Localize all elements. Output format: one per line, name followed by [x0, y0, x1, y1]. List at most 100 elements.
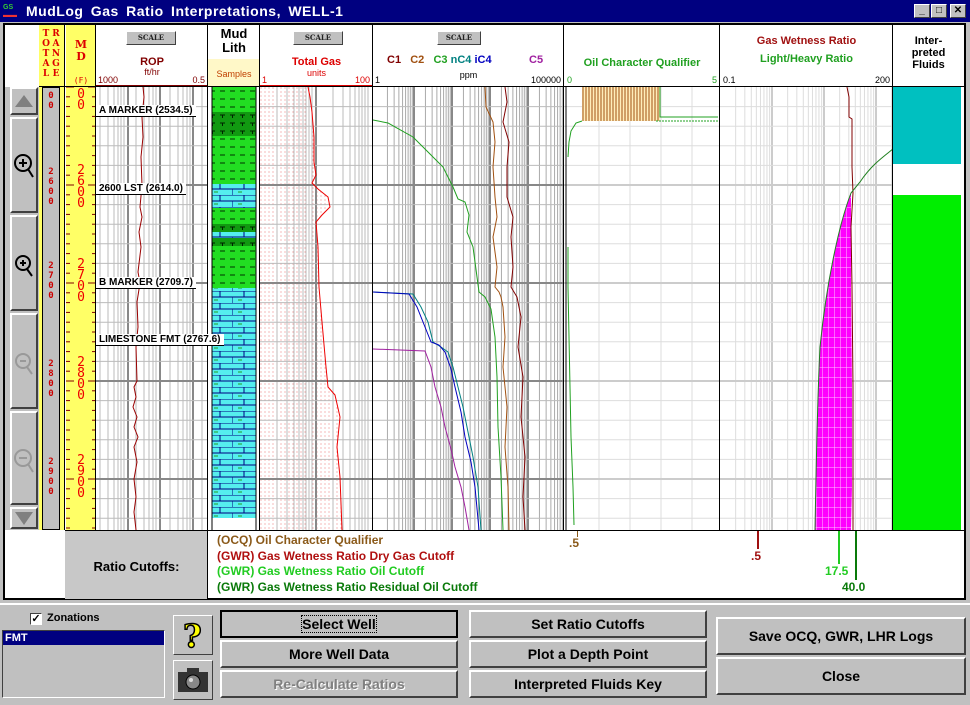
formation-marker: 2600 LST (2614.0) [96, 183, 186, 195]
total-range-track: 0 0 2 6 0 0 2 7 0 0 2 8 0 0 2 9 0 0 [39, 87, 65, 530]
total-gas-track [260, 87, 373, 530]
legend-gwr-oil: (GWR) Gas Wetness Ratio Oil Cutoff [217, 564, 425, 578]
recalculate-ratios-button[interactable]: Re-Calculate Ratios [220, 670, 458, 698]
gwr-title: Gas Wetness Ratio [756, 35, 857, 47]
log-display: T O T A L R A N G E M D (F) SCALE ROP ft… [3, 23, 966, 600]
rop-scale-left: 1000 [98, 75, 119, 85]
c2-label: C2 [410, 54, 425, 66]
total-gas-scale-left: 1 [262, 75, 268, 85]
ocq-title: Oil Character Qualifier [583, 57, 701, 69]
zoom-out-large-button[interactable] [10, 411, 38, 505]
svg-text:?: ? [183, 617, 202, 654]
dry-gas-cutoff-value: .5 [751, 549, 762, 563]
range-depth-label: 2 6 0 0 [48, 167, 54, 207]
legend-ocq: (OCQ) Oil Character Qualifier [217, 533, 384, 547]
oil-cutoff-value: 17.5 [825, 564, 849, 578]
gas-unit: ppm [459, 70, 478, 80]
formation-marker: B MARKER (2709.7) [96, 277, 196, 289]
zoom-out-large-icon [14, 449, 34, 473]
rop-plot [96, 87, 207, 530]
mud-lith-sub: Samples [216, 69, 252, 79]
zonations-list[interactable]: FMT [2, 630, 165, 698]
total-gas-scale-right: 100 [354, 75, 370, 85]
scroll-down-button[interactable] [10, 507, 38, 529]
md-depth-label: 2 6 0 0 [77, 163, 85, 211]
ratio-cutoffs-label-box: Ratio Cutoffs: [65, 531, 208, 599]
snapshot-button[interactable] [173, 660, 213, 700]
md-label: M D [74, 38, 88, 63]
rop-header: SCALE ROP ft/hr 1000 0.5 [96, 25, 208, 87]
plot-depth-point-button[interactable]: Plot a Depth Point [469, 640, 707, 668]
maximize-button[interactable]: □ [931, 4, 947, 18]
zonation-item-fmt[interactable]: FMT [3, 631, 164, 645]
ocq-track [564, 87, 720, 530]
formation-marker: LIMESTONE FMT (2767.6) [96, 334, 224, 346]
save-logs-button[interactable]: Save OCQ, GWR, LHR Logs [716, 617, 966, 655]
rop-scale-right: 0.5 [192, 75, 205, 85]
header-divider [39, 86, 964, 87]
md-depth-track: 0 0 2 6 0 0 2 7 0 0 2 8 0 0 2 9 0 0 [66, 87, 96, 530]
control-panel: ✓ Zonations FMT ? Select Well More Well … [0, 603, 970, 705]
scroll-up-button[interactable] [10, 87, 38, 115]
close-button[interactable]: Close [716, 657, 966, 695]
total-range-header: T O T A L R A N G E [39, 25, 65, 87]
lithology-column [211, 87, 257, 530]
camera-icon [178, 668, 208, 692]
md-depth-label: 2 9 0 0 [77, 453, 85, 501]
gwr-scale-right: 200 [874, 75, 890, 85]
residual-oil-cutoff-value: 40.0 [842, 580, 866, 594]
legend-gwr-residual-oil: (GWR) Gas Wetness Ratio Residual Oil Cut… [217, 579, 478, 594]
gas-scale-right: 100000 [530, 75, 561, 85]
gwr-plot [720, 87, 892, 530]
nc4-label: nC4 [450, 54, 472, 66]
ratio-cutoffs-label: Ratio Cutoffs: [93, 559, 180, 574]
question-mark-icon: ? [182, 616, 202, 656]
minimize-button[interactable]: _ [914, 4, 930, 18]
md-depth-label: 0 0 [77, 87, 85, 113]
total-gas-title: Total Gas [291, 56, 342, 68]
fluids-track [893, 87, 964, 530]
range-depth-label: 2 7 0 0 [48, 261, 54, 301]
gwr-track [720, 87, 893, 530]
md-header: M D (F) [66, 25, 96, 87]
range-bar [42, 87, 60, 530]
total-gas-header: SCALE Total Gas units 1 100 [260, 25, 373, 87]
gas-components-track [373, 87, 564, 530]
range-depth-label: 0 0 [48, 91, 54, 111]
zoom-in-large-icon [14, 154, 34, 178]
ocq-scale-right: 5 [711, 75, 717, 85]
gas-scale-button[interactable]: SCALE [437, 31, 481, 45]
range-depth-label: 2 9 0 0 [48, 457, 54, 497]
ic4-label: iC4 [474, 54, 492, 66]
more-well-data-button[interactable]: More Well Data [220, 640, 458, 668]
total-gas-scale-button[interactable]: SCALE [293, 31, 343, 45]
gwr-header: Gas Wetness Ratio Light/Heavy Ratio 0.1 … [720, 25, 893, 87]
legend-gwr-dry-gas: (GWR) Gas Wetness Ratio Dry Gas Cutoff [217, 548, 455, 563]
fluids-header: Inter- preted Fluids [893, 25, 964, 87]
interpreted-fluids-key-button[interactable]: Interpreted Fluids Key [469, 670, 707, 698]
md-ticks [66, 87, 95, 529]
formation-marker: A MARKER (2534.5) [96, 105, 196, 117]
select-well-button[interactable]: Select Well [220, 610, 458, 638]
zonations-label: Zonations [47, 612, 100, 624]
c3-label: C3 [433, 54, 448, 66]
rop-unit: ft/hr [144, 67, 160, 77]
oil-cutoff-tick [838, 531, 840, 564]
help-button[interactable]: ? [173, 615, 213, 656]
cutoffs-legend: (OCQ) Oil Character Qualifier (GWR) Gas … [217, 533, 477, 595]
gwr-scale-left: 0.1 [723, 75, 736, 85]
rop-scale-button[interactable]: SCALE [126, 31, 176, 45]
total-gas-unit: units [306, 68, 326, 78]
ocq-plot [564, 87, 719, 530]
set-ratio-cutoffs-button[interactable]: Set Ratio Cutoffs [469, 610, 707, 638]
zoom-in-button[interactable] [10, 215, 38, 311]
close-window-button[interactable]: ✕ [950, 4, 966, 18]
select-well-label: Select Well [301, 615, 377, 633]
zoom-in-large-button[interactable] [10, 117, 38, 213]
ocq-cutoff-value: .5 [569, 536, 580, 550]
zonations-checkbox[interactable]: ✓ [30, 613, 42, 625]
zoom-out-button[interactable] [10, 313, 38, 409]
gas-scale-left: 1 [375, 75, 381, 85]
mud-lith-header: Mud Lith Samples [208, 25, 260, 87]
c5-label: C5 [529, 54, 544, 66]
